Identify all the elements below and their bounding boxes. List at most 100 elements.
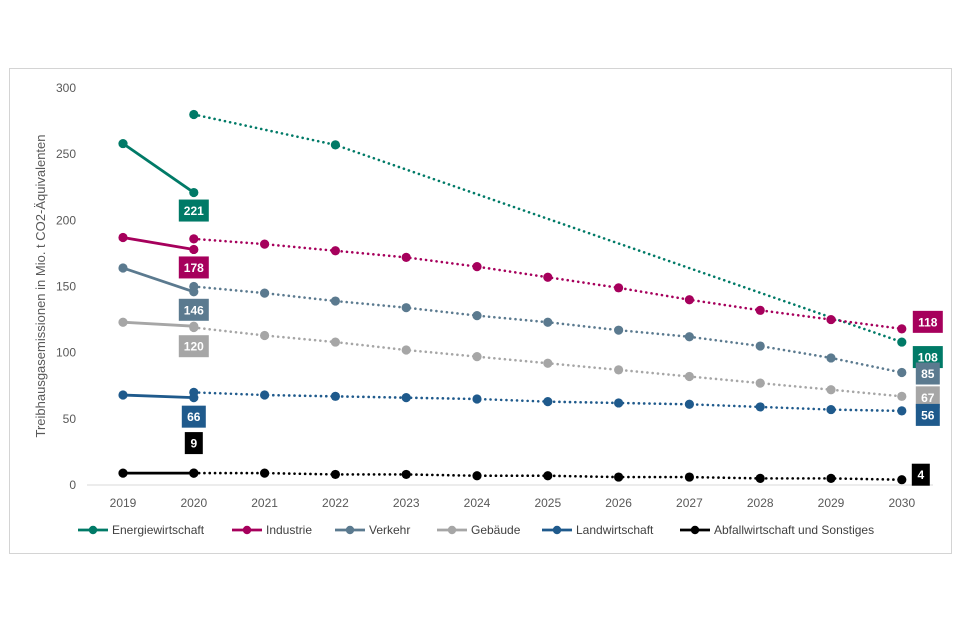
- target-point: [897, 475, 907, 485]
- data-label-box: [911, 463, 930, 486]
- target-point: [401, 252, 411, 262]
- series-energiewirtschaft: [118, 109, 907, 347]
- actual-point: [189, 244, 199, 255]
- target-point: [897, 406, 907, 416]
- target-line: [192, 237, 904, 331]
- data-label: 108: [918, 351, 938, 365]
- target-point: [330, 337, 340, 347]
- x-tick-label: 2021: [251, 496, 278, 510]
- actual-point: [189, 287, 199, 297]
- target-point: [543, 397, 553, 407]
- data-label: 9: [190, 437, 197, 451]
- legend-item: Industrie: [232, 523, 312, 537]
- target-point: [614, 472, 624, 482]
- x-tick-label: 2029: [818, 496, 845, 510]
- actual-point: [189, 468, 199, 478]
- target-point: [614, 325, 624, 335]
- target-point: [330, 391, 340, 401]
- legend-label: Gebäude: [471, 523, 521, 537]
- actual-point: [118, 317, 128, 327]
- target-point: [472, 394, 482, 404]
- actual-point: [118, 468, 128, 478]
- data-label: 146: [184, 303, 204, 317]
- target-point: [260, 330, 270, 341]
- legend-item: Abfallwirtschaft und Sonstiges: [680, 523, 874, 537]
- target-point: [543, 272, 553, 282]
- series-gebäude: [118, 317, 907, 401]
- target-point: [330, 246, 340, 256]
- data-label: 85: [921, 367, 935, 381]
- series-landwirtschaft: [118, 387, 907, 416]
- axes: 0 50 100 150 200 250 300 2019 2020 2021 2022 2023 20…: [33, 81, 933, 510]
- target-point: [897, 367, 907, 378]
- target-point: [401, 303, 411, 313]
- target-point: [260, 390, 270, 400]
- target-point: [755, 341, 765, 351]
- data-label: 67: [921, 391, 935, 405]
- data-label-box: [915, 386, 940, 409]
- target-point: [189, 109, 199, 120]
- data-label-box: [178, 335, 209, 358]
- actual-point: [118, 263, 128, 273]
- target-point: [826, 404, 836, 415]
- series-lines: [118, 109, 907, 485]
- data-label: 4: [917, 468, 924, 482]
- legend-label: Verkehr: [369, 523, 410, 537]
- legend-item: Verkehr: [335, 523, 410, 537]
- legend-item: Gebäude: [437, 523, 521, 537]
- actual-line: [122, 320, 194, 328]
- target-point: [543, 471, 553, 481]
- y-tick-label: 150: [56, 280, 76, 294]
- target-point: [897, 337, 907, 347]
- actual-line: [122, 393, 194, 400]
- data-label: 221: [184, 204, 204, 218]
- y-tick-label: 0: [69, 478, 76, 492]
- y-axis-label: Treibhausgasemissionen in Mio. t CO2-Äqu…: [33, 134, 48, 437]
- target-point: [401, 393, 411, 403]
- target-point: [260, 288, 270, 298]
- actual-point: [118, 232, 128, 243]
- target-point: [472, 352, 482, 362]
- series-industrie: [118, 232, 907, 334]
- target-point: [472, 262, 482, 272]
- y-tick-label: 50: [63, 412, 77, 426]
- actual-line: [122, 142, 195, 194]
- data-label: 56: [921, 408, 935, 422]
- legend-label: Energiewirtschaft: [112, 523, 205, 537]
- legend-label: Abfallwirtschaft und Sonstiges: [714, 523, 874, 537]
- target-point: [260, 468, 270, 478]
- target-point: [826, 314, 836, 325]
- target-point: [684, 472, 695, 482]
- legend-swatch-marker: [88, 525, 98, 535]
- target-point: [826, 473, 836, 483]
- target-point: [897, 391, 907, 401]
- data-label-box: [178, 199, 209, 222]
- target-point: [401, 345, 411, 355]
- target-point: [684, 295, 695, 305]
- target-point: [755, 305, 765, 315]
- legend-item: Energiewirtschaft: [78, 523, 205, 537]
- legend-swatch-marker: [690, 525, 700, 535]
- data-label-box: [915, 403, 940, 426]
- data-label-box: [184, 432, 203, 455]
- legend-item: Landwirtschaft: [542, 523, 654, 537]
- series-abfallwirtschaft-und-sonstiges: [118, 468, 907, 485]
- data-label-box: [178, 256, 209, 279]
- legend-swatch-marker: [447, 525, 457, 535]
- x-tick-label: 2022: [322, 496, 349, 510]
- target-point: [472, 311, 482, 321]
- data-label-box: [181, 405, 206, 428]
- target-point: [897, 324, 907, 334]
- data-label-box: [912, 310, 943, 333]
- target-point: [684, 332, 695, 342]
- actual-point: [118, 390, 128, 400]
- data-label: 118: [918, 315, 938, 329]
- legend-label: Landwirtschaft: [576, 523, 654, 537]
- x-tick-label: 2026: [605, 496, 632, 510]
- x-tick-label: 2030: [888, 496, 915, 510]
- target-point: [614, 283, 624, 293]
- target-point: [684, 371, 695, 382]
- data-label: 66: [187, 410, 201, 424]
- x-tick-label: 2019: [110, 496, 137, 510]
